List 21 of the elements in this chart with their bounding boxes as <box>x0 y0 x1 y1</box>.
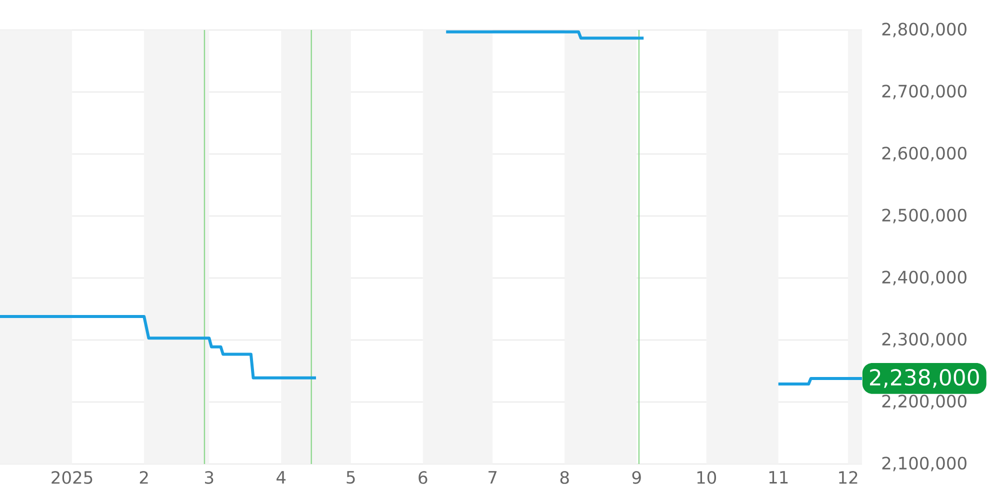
x-tick-label: 5 <box>346 471 355 484</box>
x-tick-label: 8 <box>560 471 569 484</box>
x-tick-label: 6 <box>418 471 428 484</box>
y-tick-label: 2,800,000 <box>882 22 966 38</box>
y-tick-label: 2,200,000 <box>882 394 966 410</box>
x-tick-label: 2025 <box>52 471 92 484</box>
x-tick-label: 10 <box>697 471 716 484</box>
y-tick-label: 2,100,000 <box>882 456 966 472</box>
x-tick-label: 9 <box>632 471 641 484</box>
y-tick-label: 2,700,000 <box>882 84 966 100</box>
annotation: 2,238,000 <box>870 369 979 388</box>
y-tick-label: 2,300,000 <box>882 332 966 348</box>
x-tick-label: 11 <box>769 471 788 484</box>
x-tick-label: 7 <box>488 471 497 484</box>
y-tick-label: 2,600,000 <box>882 146 966 162</box>
x-tick-label: 2 <box>140 471 148 484</box>
x-tick-label: 12 <box>839 471 858 484</box>
x-tick-label: 4 <box>276 471 286 484</box>
y-tick-label: 2,400,000 <box>882 270 966 286</box>
y-tick-label: 2,500,000 <box>882 208 966 224</box>
x-tick-label: 3 <box>205 471 214 484</box>
